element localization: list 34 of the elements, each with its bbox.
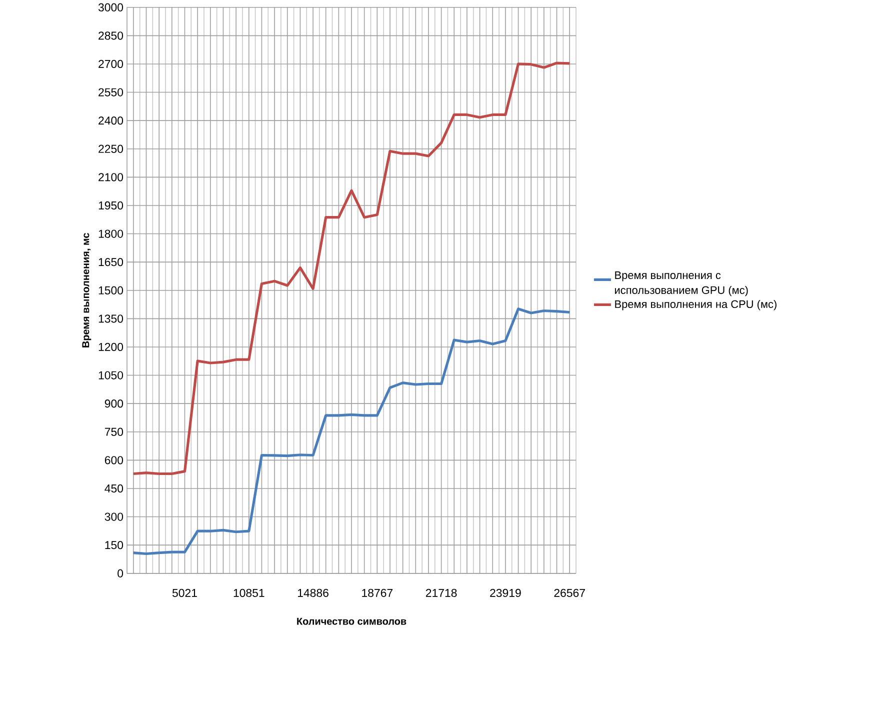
y-tick-label: 1050 (98, 371, 124, 380)
x-tick-label: 21718 (426, 588, 457, 597)
y-tick-label: 1200 (98, 342, 124, 351)
y-tick-label: 2700 (98, 60, 124, 68)
x-tick-label: 14886 (298, 588, 328, 597)
x-tick-label: 5021 (172, 588, 197, 597)
y-tick-label: 1800 (98, 230, 124, 238)
x-tick-label: 26567 (554, 588, 585, 597)
y-tick-label: 2850 (98, 32, 124, 40)
y-tick-label: 600 (104, 456, 124, 464)
legend-label: Время выполнения на CPU (мс) (615, 300, 776, 310)
y-tick-label: 900 (104, 399, 124, 408)
y-tick-label: 450 (104, 484, 124, 492)
y-tick-label: 750 (104, 428, 124, 436)
y-tick-label: 300 (104, 512, 124, 521)
x-tick-label: 23919 (490, 588, 521, 597)
y-tick-label: 0 (118, 569, 124, 578)
line-series (132, 62, 571, 475)
y-tick-label: 2250 (98, 144, 124, 153)
x-tick-label: 10851 (234, 588, 264, 597)
y-tick-label: 1500 (98, 286, 124, 294)
y-tick-label: 1950 (98, 201, 124, 210)
x-tick-label: 18767 (362, 588, 393, 597)
y-tick-label: 2100 (98, 173, 124, 182)
y-tick-label: 3000 (98, 3, 124, 12)
y-axis-title: Время выполнения, мс (82, 232, 92, 348)
y-tick-label: 150 (105, 540, 124, 550)
y-tick-label: 1650 (98, 258, 124, 266)
legend-label: Время выполнения с использованием GPU (мс) (615, 271, 748, 296)
y-tick-label: 2400 (98, 116, 124, 125)
x-axis-title: Количество символов (297, 618, 406, 625)
y-tick-label: 1350 (98, 314, 124, 323)
line-series (132, 308, 571, 555)
y-tick-label: 2550 (98, 88, 124, 96)
